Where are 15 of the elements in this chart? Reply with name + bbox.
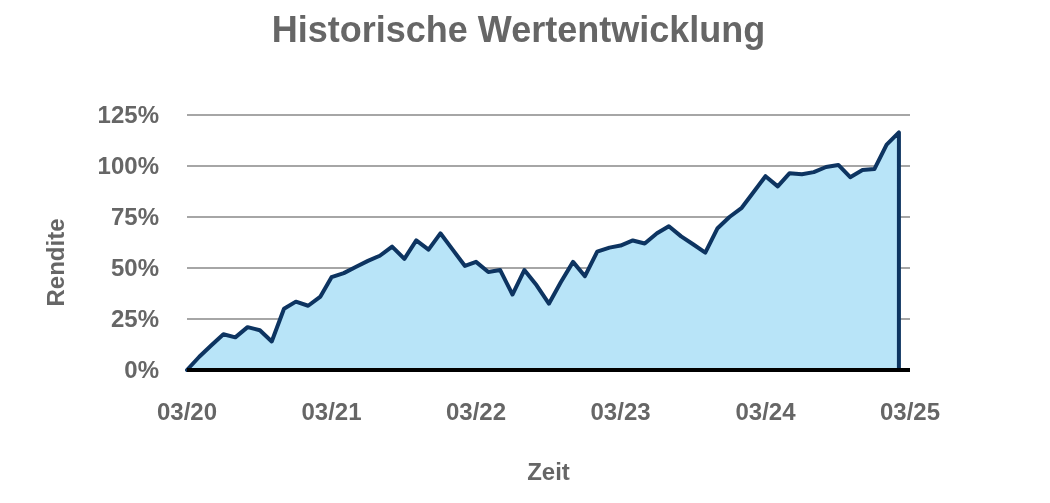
x-tick-label: 03/25: [879, 398, 941, 425]
x-tick-label: 03/20: [156, 398, 218, 425]
x-tick-label: 03/23: [590, 398, 651, 425]
chart-title: Historische Wertentwicklung: [271, 9, 766, 50]
x-tick-label: 03/24: [735, 398, 797, 425]
y-tick-label: 75%: [110, 203, 159, 231]
y-tick-label: 125%: [97, 101, 159, 129]
x-tick-label: 03/21: [301, 398, 362, 425]
y-tick-label: 25%: [110, 305, 159, 333]
x-axis-title: Zeit: [527, 458, 570, 485]
y-tick-label: 100%: [97, 152, 159, 180]
y-axis-title: Rendite: [42, 218, 69, 307]
y-tick-label: 0%: [124, 356, 159, 384]
x-tick-label: 03/22: [446, 398, 507, 425]
y-tick-label: 50%: [110, 254, 159, 282]
